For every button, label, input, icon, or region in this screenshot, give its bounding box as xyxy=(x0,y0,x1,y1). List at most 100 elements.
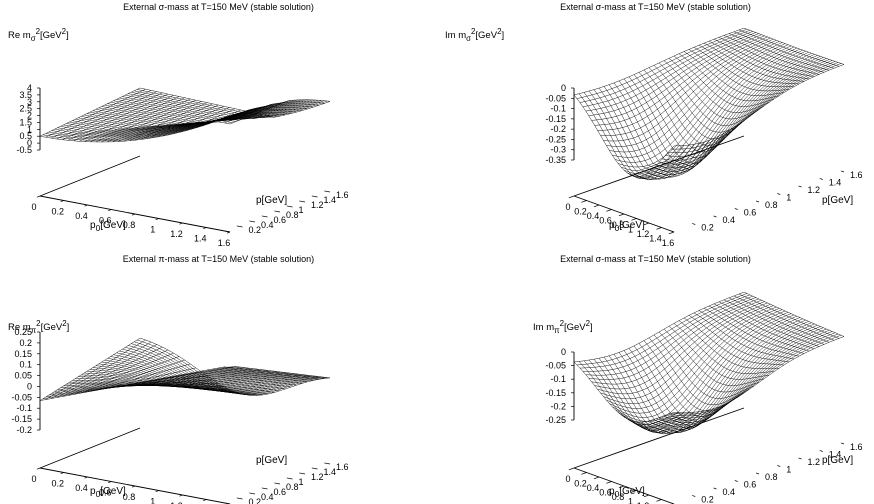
surface-mesh-line xyxy=(609,41,780,153)
z-axis-label-main: Re m xyxy=(8,322,31,334)
z-axis-label-main: Im m xyxy=(445,30,467,42)
surface-mesh-line xyxy=(673,55,775,107)
y-tick-label: 0.4 xyxy=(723,215,736,225)
surface-mesh-line xyxy=(673,323,775,374)
x-tick-label: 0.6 xyxy=(99,216,112,226)
surface-mesh-line xyxy=(738,29,840,67)
surface-mesh-line xyxy=(613,354,715,432)
x-tick-label: 1 xyxy=(628,225,633,235)
x-tick-mark xyxy=(618,485,625,489)
z-tick-label: -0.2 xyxy=(16,425,32,435)
z-axis-label-sub: σ xyxy=(466,34,471,44)
surface-mesh-line xyxy=(588,359,690,431)
z-axis-label-unit: [GeV xyxy=(563,322,586,334)
y-tick-mark xyxy=(692,223,696,225)
x-tick-label: 0.6 xyxy=(599,488,612,498)
z-tick-label: 4 xyxy=(27,83,32,93)
surface-plot: 00.20.40.60.811.21.41.60.20.40.60.811.21… xyxy=(11,327,349,504)
y-tick-label: 1.2 xyxy=(808,185,821,195)
surface-mesh-line xyxy=(578,93,680,179)
x-axis-label: p0[GeV] xyxy=(90,486,126,499)
x-axis-label-sub: 0 xyxy=(95,223,101,233)
surface-mesh-line xyxy=(134,341,325,395)
surface-mesh-line xyxy=(743,27,845,65)
z-axis-label-main: Im m xyxy=(533,322,555,334)
z-tick-label: -0.25 xyxy=(545,415,566,425)
y-tick-mark xyxy=(840,170,845,173)
surface-mesh-line xyxy=(95,365,286,390)
y-axis-label: p[GeV] xyxy=(822,195,854,206)
surface-mesh-line xyxy=(137,89,328,118)
surface-mesh-line xyxy=(623,78,725,167)
z-axis-label-close: ] xyxy=(66,30,69,42)
x-axis-label-sub: 0 xyxy=(614,489,620,499)
surface-mesh-line xyxy=(139,87,331,118)
x-tick-mark xyxy=(581,200,587,203)
surface-mesh-line xyxy=(119,97,310,121)
surface-mesh-line xyxy=(598,87,700,178)
x-tick-label: 0.2 xyxy=(51,207,64,217)
surface-mesh-line xyxy=(583,360,685,429)
surface-mesh-line xyxy=(615,310,786,422)
x-tick-mark xyxy=(131,485,136,488)
z-axis-label: Re mσ2[GeV2] xyxy=(8,27,69,44)
x-tick-label: 1.2 xyxy=(170,229,183,239)
surface-mesh-line xyxy=(633,74,735,159)
z-tick-label: 0 xyxy=(27,138,32,148)
y-tick-mark xyxy=(249,492,256,495)
y-tick-mark xyxy=(840,442,845,445)
z-axis-label-unit: [GeV xyxy=(40,322,63,334)
x-tick-label: 0.2 xyxy=(51,479,64,489)
y-tick-mark xyxy=(249,220,256,223)
surface-mesh-line xyxy=(104,359,295,391)
surface-mesh-line xyxy=(678,320,780,369)
y-tick-mark xyxy=(261,215,268,218)
y-tick-label: 0.4 xyxy=(723,487,736,497)
y-axis-line xyxy=(39,155,141,197)
x-tick-mark xyxy=(593,476,600,480)
chart-panel-re-pi: External π-mass at T=150 MeV (stable sol… xyxy=(0,252,437,504)
x-axis-label-main: p xyxy=(609,220,615,231)
surface-mesh-line xyxy=(125,347,316,394)
surface-mesh-line xyxy=(612,42,783,158)
z-tick-label: 3.5 xyxy=(19,90,32,100)
x-tick-mark xyxy=(656,499,662,502)
x-tick-mark xyxy=(606,209,612,212)
y-tick-label: 0.6 xyxy=(744,208,757,218)
x-tick-label: 1.4 xyxy=(194,234,207,244)
y-axis-label: p[GeV] xyxy=(822,455,854,466)
y-tick-label: 0.2 xyxy=(701,495,714,504)
y-tick-label: 0.4 xyxy=(261,492,274,502)
surface-mesh-line xyxy=(128,345,319,394)
x-tick-label: 0.6 xyxy=(599,216,612,226)
z-tick-label: -0.25 xyxy=(545,134,566,144)
surface-mesh-line xyxy=(698,45,800,85)
y-tick-mark xyxy=(224,230,231,233)
surface-mesh-line xyxy=(673,64,845,147)
x-tick-label: 0.8 xyxy=(123,492,136,502)
z-tick-label: 0.2 xyxy=(19,338,32,348)
surface-mesh-line xyxy=(623,46,795,174)
surface-mesh-line xyxy=(229,366,331,379)
z-tick-label: -0.05 xyxy=(11,392,32,402)
y-tick-label: 1.6 xyxy=(336,190,349,200)
y-tick-mark xyxy=(713,487,717,490)
surface-mesh-line xyxy=(588,90,690,180)
surface-mesh-line xyxy=(593,359,695,433)
y-tick-label: 1 xyxy=(786,465,791,475)
surface-mesh-line xyxy=(107,99,298,123)
z-tick-label: -0.05 xyxy=(545,361,566,371)
x-tick-mark xyxy=(631,218,637,221)
surface-mesh-line xyxy=(39,121,231,143)
x-tick-label: 1.6 xyxy=(218,238,231,248)
y-tick-mark xyxy=(670,230,675,233)
y-tick-mark xyxy=(777,193,781,195)
x-tick-label: 0.2 xyxy=(574,207,587,217)
surface-mesh-line xyxy=(683,317,785,366)
y-tick-mark xyxy=(692,495,696,497)
surface-mesh-line xyxy=(626,47,797,176)
surface-plot: 00.20.40.60.811.21.41.60.20.40.60.811.21… xyxy=(545,291,863,504)
surface-mesh-line xyxy=(603,356,705,435)
z-tick-label: 0 xyxy=(27,381,32,391)
